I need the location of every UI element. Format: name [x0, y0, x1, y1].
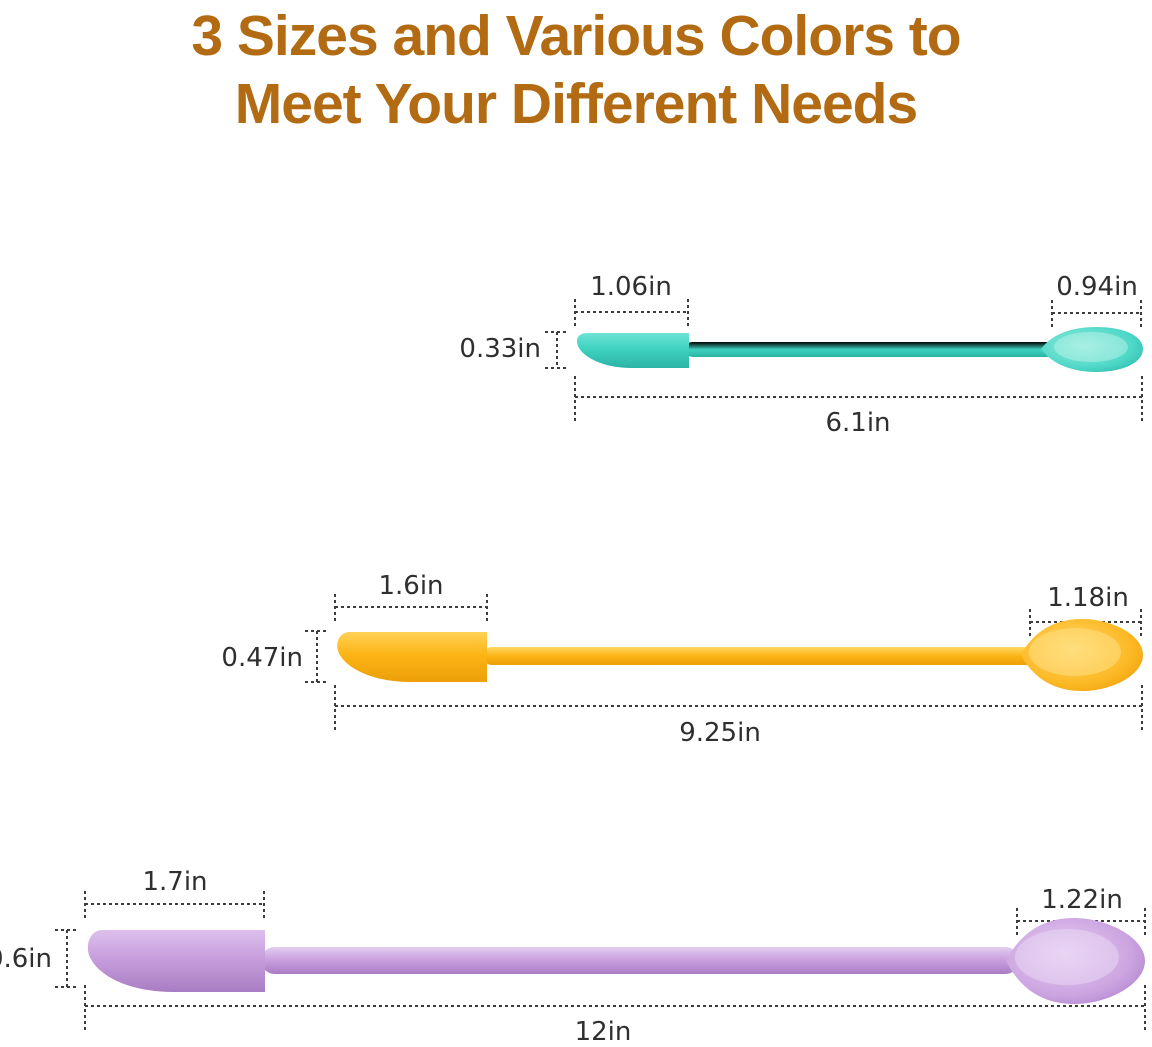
large-head-width-tick-right	[263, 891, 265, 919]
medium-spatula-graphic	[337, 619, 1143, 691]
large-spoon-width-tick-left	[1016, 908, 1018, 936]
medium-head-width-line	[335, 606, 487, 608]
small-head-height-tick-top	[545, 331, 568, 333]
large-head-height-label: 0.6in	[0, 944, 52, 974]
medium-head	[337, 632, 487, 682]
large-head-width-label: 1.7in	[142, 867, 208, 897]
large-length-tick-left	[84, 985, 86, 1032]
medium-length-tick-left	[334, 685, 336, 731]
medium-spoon-width-label: 1.18in	[1047, 583, 1129, 613]
small-spoon-width-line	[1052, 312, 1142, 314]
large-length-line	[85, 1005, 1145, 1007]
small-spoon-bowl-highlight	[1054, 332, 1128, 362]
title-line-1: 3 Sizes and Various Colors to	[191, 4, 961, 68]
small-spoon-width-label: 0.94in	[1056, 272, 1138, 302]
small-head-height-label: 0.33in	[459, 334, 541, 364]
title-line-2: Meet Your Different Needs	[234, 72, 918, 137]
small-length-tick-left	[574, 376, 576, 422]
small-length-label: 6.1in	[825, 408, 891, 438]
small-spoon-width-tick-right	[1140, 300, 1142, 328]
small-head-width-tick-left	[574, 299, 576, 327]
medium-head-height-label: 0.47in	[221, 643, 303, 673]
large-length-label: 12in	[574, 1017, 632, 1047]
large-spoon-bowl-highlight	[1015, 929, 1119, 985]
large-head-width-line	[85, 903, 265, 905]
small-spatula-graphic	[577, 327, 1143, 372]
small-spoon-width-tick-left	[1051, 300, 1053, 328]
large-spatula-graphic	[87, 918, 1145, 1004]
medium-head-width-tick-right	[486, 594, 488, 622]
small-handle	[685, 342, 1055, 357]
large-spoon-width-tick-right	[1144, 908, 1146, 936]
large-head-height-tick-bottom	[55, 986, 78, 988]
medium-spoon-bowl-highlight	[1029, 628, 1121, 676]
large-head-width-tick-left	[84, 891, 86, 919]
large-head	[87, 930, 265, 992]
medium-head-width-label: 1.6in	[378, 571, 444, 601]
medium-spoon-width-tick-right	[1140, 609, 1142, 637]
medium-head-height-tick-top	[305, 630, 328, 632]
page-title: 3 Sizes and Various Colors to Meet Your …	[0, 2, 1152, 139]
large-head-height-tick-top	[55, 929, 78, 931]
small-head-width-tick-right	[687, 299, 689, 327]
medium-length-tick-right	[1141, 685, 1143, 731]
medium-length-label: 9.25in	[679, 718, 761, 748]
medium-handle	[483, 647, 1035, 665]
medium-length-line	[335, 705, 1142, 707]
medium-head-width-tick-left	[334, 594, 336, 622]
large-head-height-line	[66, 930, 68, 987]
small-head-height-tick-bottom	[545, 367, 568, 369]
small-head-width-line	[575, 311, 689, 313]
large-spoon-width-label: 1.22in	[1041, 885, 1123, 915]
small-head	[577, 333, 689, 368]
medium-head-height-tick-bottom	[305, 681, 328, 683]
large-handle	[261, 947, 1019, 974]
medium-spoon-width-tick-left	[1029, 609, 1031, 637]
small-length-tick-right	[1141, 376, 1143, 422]
small-length-line	[575, 396, 1142, 398]
medium-head-height-line	[316, 631, 318, 682]
large-length-tick-right	[1144, 985, 1146, 1032]
small-head-height-line	[556, 332, 558, 368]
small-head-width-label: 1.06in	[590, 272, 672, 302]
